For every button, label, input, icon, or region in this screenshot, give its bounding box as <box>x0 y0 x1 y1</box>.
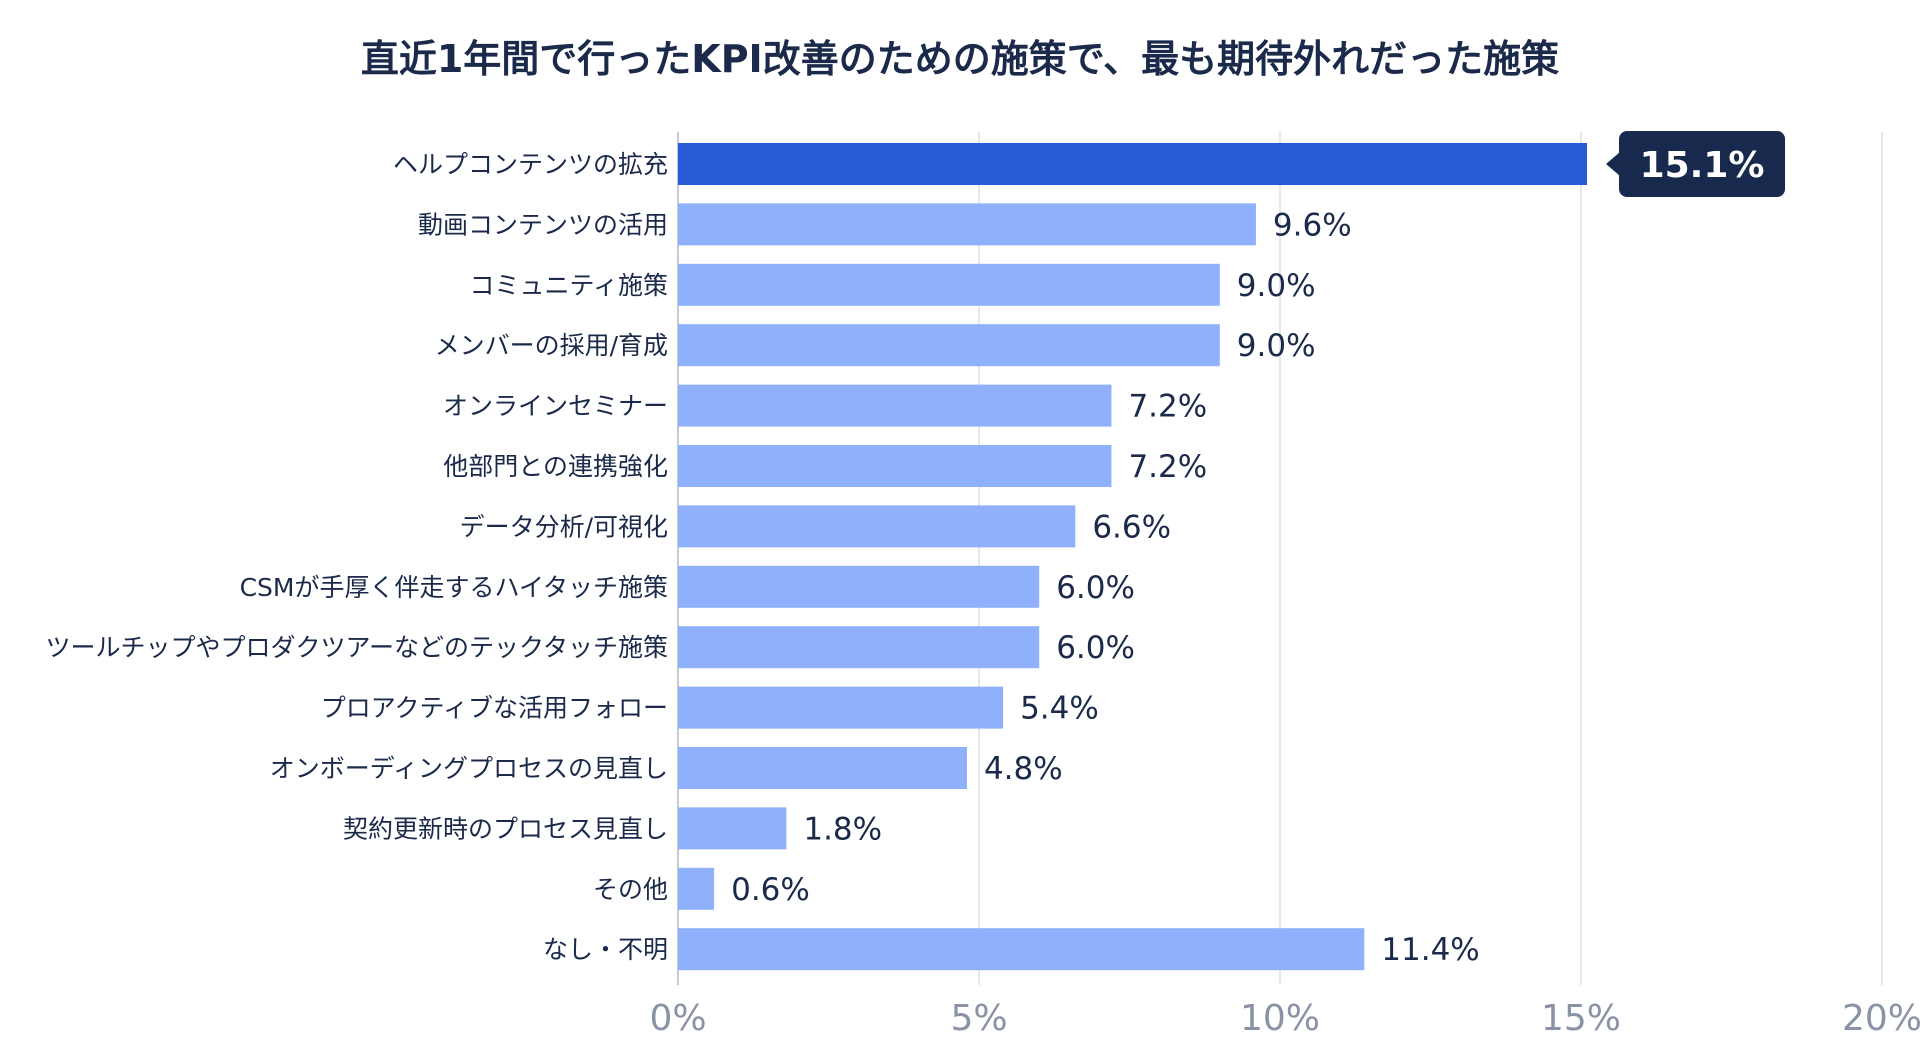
category-label: 動画コンテンツの活用 <box>418 210 668 239</box>
bar <box>678 807 787 850</box>
callout-pointer <box>1606 152 1621 176</box>
category-label: コミュニティ施策 <box>469 271 668 300</box>
value-label: 15.1% <box>1640 145 1765 186</box>
value-label: 9.0% <box>1237 328 1316 364</box>
value-label: 6.0% <box>1056 630 1135 666</box>
bar <box>678 565 1040 608</box>
category-label: メンバーの採用/育成 <box>435 331 668 360</box>
bar <box>678 324 1220 367</box>
bar <box>678 686 1004 729</box>
value-callout <box>1619 131 1786 197</box>
value-label: 11.4% <box>1381 932 1479 968</box>
category-label: 契約更新時のプロセス見直し <box>343 814 668 843</box>
bar <box>678 143 1588 185</box>
x-tick-label: 0% <box>649 998 706 1039</box>
category-label: オンラインセミナー <box>443 392 668 421</box>
bar <box>678 384 1112 427</box>
bar <box>678 626 1040 669</box>
x-tick-label: 15% <box>1541 998 1621 1039</box>
category-label: ヘルプコンテンツの拡充 <box>393 150 668 179</box>
bar <box>678 445 1112 487</box>
x-tick-label: 5% <box>950 998 1007 1039</box>
category-label: なし・不明 <box>543 935 668 964</box>
category-label: CSMが手厚く伴走するハイタッチ施策 <box>240 573 668 602</box>
bar <box>678 505 1076 548</box>
bar <box>678 867 715 910</box>
bar <box>678 203 1256 246</box>
category-label: オンボーディングプロセスの見直し <box>270 754 668 783</box>
category-label: プロアクティブな活用フォロー <box>321 694 668 723</box>
value-label: 4.8% <box>984 751 1063 787</box>
bar <box>678 263 1220 306</box>
category-label: その他 <box>593 875 668 904</box>
bar <box>678 747 967 789</box>
value-label: 6.0% <box>1056 570 1135 606</box>
value-label: 1.8% <box>803 811 882 847</box>
chart-title: 直近1年間で行ったKPI改善のための施策で、最も期待外れだった施策 <box>360 37 1560 81</box>
value-label: 9.0% <box>1237 268 1316 304</box>
x-tick-label: 10% <box>1240 998 1320 1039</box>
value-label: 9.6% <box>1273 207 1352 243</box>
value-label: 0.6% <box>731 872 810 908</box>
value-label: 6.6% <box>1092 509 1171 545</box>
value-label: 5.4% <box>1020 691 1099 727</box>
category-label: データ分析/可視化 <box>460 512 668 541</box>
bar <box>678 928 1365 971</box>
value-label: 7.2% <box>1128 389 1207 425</box>
value-label: 7.2% <box>1128 449 1207 485</box>
category-label: ツールチップやプロダクツアーなどのテックタッチ施策 <box>45 633 668 662</box>
x-tick-label: 20% <box>1842 998 1920 1039</box>
category-label: 他部門との連携強化 <box>443 452 668 481</box>
